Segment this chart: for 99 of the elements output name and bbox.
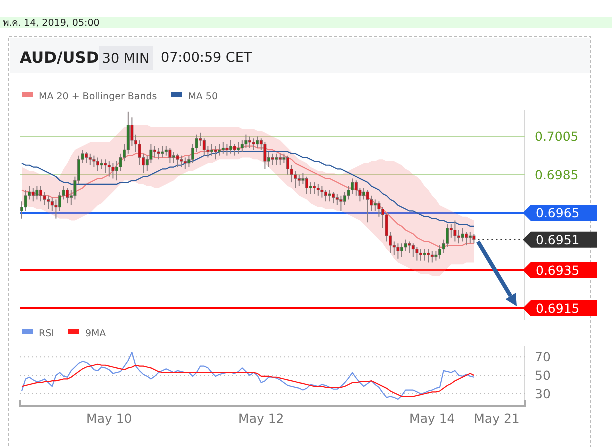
candlestick bbox=[400, 243, 404, 258]
candlestick bbox=[66, 188, 70, 204]
candlestick bbox=[116, 161, 118, 182]
legend-label: MA 20 + Bollinger Bands bbox=[39, 92, 158, 102]
candlestick bbox=[264, 142, 267, 170]
candlestick bbox=[468, 232, 472, 244]
candlestick bbox=[340, 195, 343, 212]
candlestick bbox=[309, 182, 312, 194]
candlestick bbox=[438, 245, 442, 260]
candlestick bbox=[164, 146, 168, 156]
candlestick bbox=[366, 190, 370, 224]
candlestick bbox=[320, 186, 324, 198]
candlestick bbox=[32, 188, 35, 202]
candlestick bbox=[202, 138, 206, 156]
candlestick bbox=[100, 159, 104, 170]
y-tick-label: 70 bbox=[535, 350, 551, 365]
candlestick bbox=[324, 190, 328, 202]
candlestick bbox=[316, 184, 320, 196]
candlestick bbox=[40, 186, 42, 202]
line-series bbox=[21, 146, 475, 248]
x-tick-label: May 10 bbox=[86, 411, 132, 426]
candlestick bbox=[54, 199, 58, 220]
candlestick bbox=[298, 174, 301, 187]
candlestick bbox=[344, 192, 346, 206]
candlestick bbox=[416, 246, 419, 262]
candlestick bbox=[423, 248, 426, 262]
x-tick-label: May 21 bbox=[474, 411, 520, 426]
candlestick bbox=[214, 146, 218, 160]
candlestick bbox=[252, 138, 256, 151]
candlestick bbox=[286, 155, 290, 176]
candlestick bbox=[275, 153, 278, 166]
candlestick bbox=[210, 144, 214, 156]
ref-line-label: 0.6965 bbox=[536, 206, 580, 221]
candlestick bbox=[218, 144, 222, 156]
legend-label: MA 50 bbox=[188, 92, 218, 102]
candlestick bbox=[278, 153, 282, 166]
candlestick bbox=[458, 230, 460, 244]
candlestick bbox=[454, 220, 457, 242]
text: พ.ค. 14, 2019, 05:00 bbox=[3, 18, 100, 29]
y-tick-label: 50 bbox=[535, 368, 551, 384]
candlestick bbox=[362, 188, 366, 200]
candlestick bbox=[47, 195, 50, 210]
candlestick bbox=[199, 132, 202, 147]
candlestick bbox=[465, 232, 468, 246]
line-series bbox=[21, 352, 475, 400]
candlestick bbox=[85, 152, 88, 164]
candlestick bbox=[108, 161, 111, 178]
candlestick bbox=[396, 243, 400, 260]
candlestick bbox=[96, 157, 100, 172]
candlestick bbox=[237, 142, 240, 154]
candlestick bbox=[184, 157, 187, 170]
text: 07:00:59 CET bbox=[161, 50, 253, 66]
legend-label: RSI bbox=[39, 328, 54, 340]
candlestick bbox=[176, 153, 180, 168]
chart-title: AUD/USD bbox=[20, 49, 100, 67]
y-tick-label: 30 bbox=[535, 386, 551, 402]
candlestick bbox=[328, 190, 332, 202]
y-tick-label: 0.7005 bbox=[535, 129, 579, 144]
ref-line-label: 0.6935 bbox=[536, 262, 580, 278]
x-tick-label: May 12 bbox=[238, 411, 284, 426]
candlestick bbox=[472, 234, 476, 244]
candlestick bbox=[36, 186, 39, 200]
candlestick bbox=[408, 241, 412, 254]
candlestick bbox=[427, 248, 430, 264]
candlestick bbox=[332, 192, 336, 204]
ref-line-label: 0.6951 bbox=[536, 232, 580, 248]
candlestick bbox=[244, 134, 248, 149]
candlestick bbox=[226, 144, 229, 156]
candlestick bbox=[248, 136, 252, 149]
candlestick bbox=[168, 148, 172, 164]
candlestick bbox=[374, 199, 377, 212]
candlestick bbox=[88, 153, 92, 166]
legend-label: 9MA bbox=[85, 328, 107, 340]
candlestick bbox=[112, 162, 115, 180]
candlestick bbox=[104, 159, 108, 174]
x-tick-label: May 14 bbox=[410, 411, 456, 426]
candlestick bbox=[154, 146, 156, 158]
candlestick bbox=[256, 136, 260, 149]
candlestick bbox=[161, 146, 164, 158]
candlestick bbox=[302, 172, 305, 185]
candlestick bbox=[430, 250, 434, 264]
y-tick-label: 0.6985 bbox=[535, 167, 579, 182]
candlestick bbox=[172, 152, 176, 164]
candlestick bbox=[58, 192, 62, 212]
candlestick bbox=[222, 142, 225, 154]
candlestick bbox=[461, 228, 464, 242]
candlestick bbox=[420, 248, 422, 262]
candlestick bbox=[230, 140, 232, 154]
candlestick bbox=[306, 176, 308, 194]
chart-subtitle: 30 MIN bbox=[102, 51, 150, 67]
candlestick bbox=[313, 182, 316, 194]
candlestick bbox=[92, 155, 96, 168]
line-series bbox=[21, 364, 475, 398]
candlestick bbox=[412, 243, 415, 258]
ref-line-label: 0.6915 bbox=[536, 301, 580, 316]
candlestick bbox=[233, 144, 236, 156]
candlestick bbox=[180, 155, 184, 168]
candlestick bbox=[271, 153, 274, 166]
candlestick bbox=[157, 148, 160, 160]
